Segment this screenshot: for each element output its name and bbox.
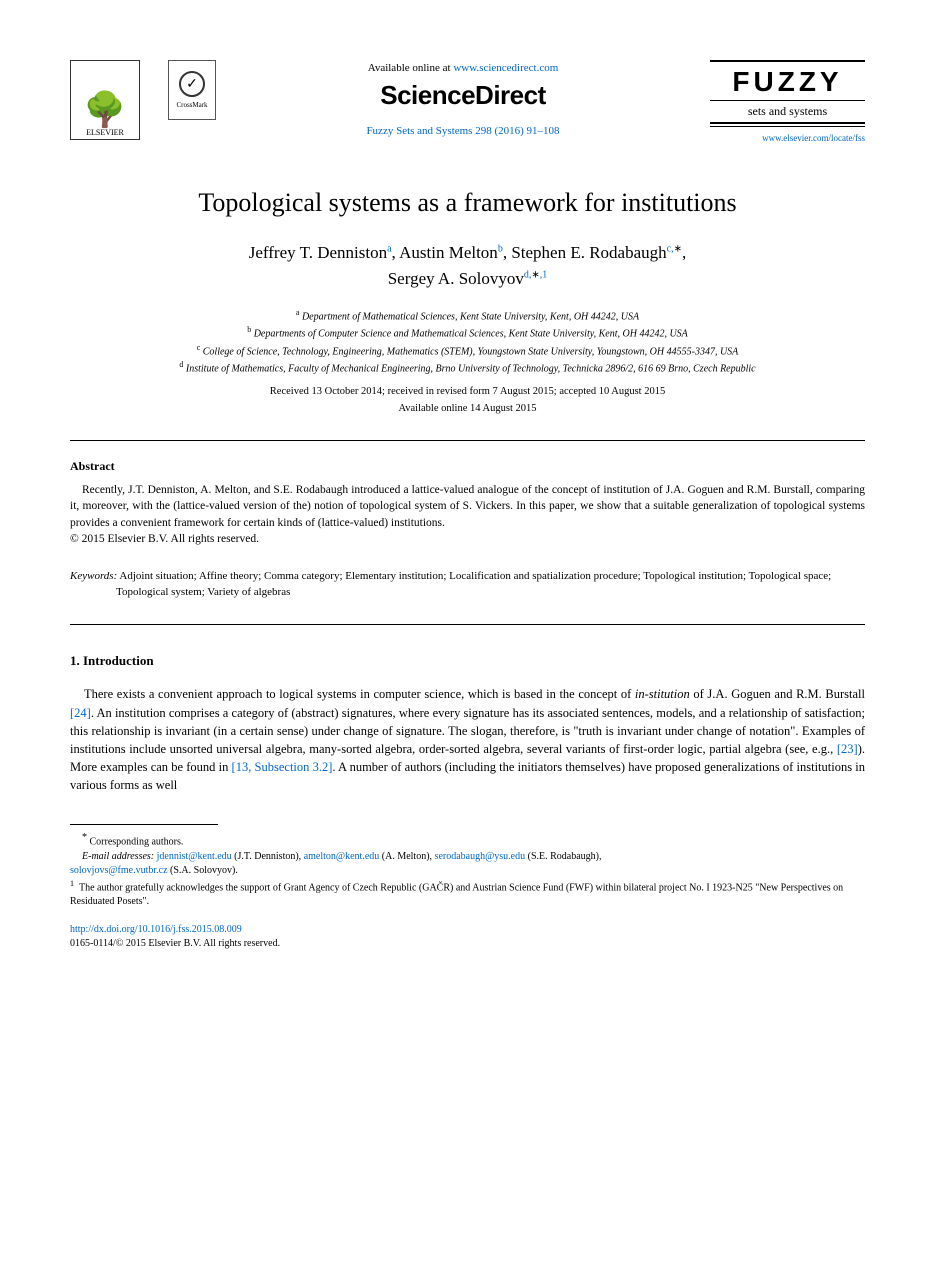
- email-4[interactable]: solovjovs@fme.vutbr.cz: [70, 865, 168, 876]
- header-right: FUZZY sets and systems www.elsevier.com/…: [710, 60, 865, 143]
- header-center: Available online at www.sciencedirect.co…: [216, 60, 710, 137]
- email-1[interactable]: jdennist@kent.edu: [157, 851, 232, 862]
- keywords: Keywords: Adjoint situation; Affine theo…: [70, 569, 865, 601]
- journal-url[interactable]: www.elsevier.com/locate/fss: [710, 133, 865, 143]
- fuzzy-subtitle: sets and systems: [710, 100, 865, 124]
- tree-icon: 🌳: [84, 94, 126, 128]
- citation-24[interactable]: [24]: [70, 706, 91, 720]
- email-2[interactable]: amelton@kent.edu: [304, 851, 380, 862]
- intro-paragraph-1: There exists a convenient approach to lo…: [70, 685, 865, 794]
- issn-copyright: 0165-0114/© 2015 Elsevier B.V. All right…: [70, 937, 865, 951]
- crossmark-logo[interactable]: ✓ CrossMark: [168, 60, 216, 120]
- separator: [70, 624, 865, 625]
- abstract-heading: Abstract: [70, 459, 865, 474]
- section-1-heading: 1. Introduction: [70, 653, 865, 669]
- author-1: Jeffrey T. Denniston: [249, 243, 387, 262]
- available-date: Available online 14 August 2015: [70, 403, 865, 414]
- elsevier-label: ELSEVIER: [86, 128, 124, 137]
- fuzzy-title: FUZZY: [710, 68, 865, 96]
- sciencedirect-url[interactable]: www.sciencedirect.com: [453, 62, 558, 74]
- footnote-1: The author gratefully acknowledges the s…: [70, 882, 843, 907]
- footnote-separator: [70, 824, 218, 825]
- author-3: Stephen E. Rodabaugh: [511, 243, 666, 262]
- page-header: 🌳 ELSEVIER ✓ CrossMark Available online …: [70, 60, 865, 143]
- citation-13[interactable]: [13, Subsection 3.2]: [232, 760, 333, 774]
- doi-block: http://dx.doi.org/10.1016/j.fss.2015.08.…: [70, 923, 865, 951]
- email-3[interactable]: serodabaugh@ysu.edu: [435, 851, 526, 862]
- keywords-text: Adjoint situation; Affine theory; Comma …: [116, 570, 831, 598]
- citation-23[interactable]: [23]: [837, 742, 858, 756]
- article-title: Topological systems as a framework for i…: [70, 188, 865, 218]
- separator: [70, 440, 865, 441]
- doi-link[interactable]: http://dx.doi.org/10.1016/j.fss.2015.08.…: [70, 923, 865, 937]
- article-history: Received 13 October 2014; received in re…: [70, 386, 865, 397]
- crossmark-icon: ✓: [179, 71, 205, 97]
- crossmark-label: CrossMark: [176, 101, 207, 109]
- abstract-copyright: © 2015 Elsevier B.V. All rights reserved…: [70, 533, 865, 545]
- journal-reference[interactable]: Fuzzy Sets and Systems 298 (2016) 91–108: [216, 125, 710, 137]
- elsevier-logo: 🌳 ELSEVIER: [70, 60, 140, 140]
- author-4: Sergey A. Solovyov: [388, 269, 524, 288]
- abstract-text: Recently, J.T. Denniston, A. Melton, and…: [70, 482, 865, 530]
- email-label: E-mail addresses:: [82, 851, 154, 862]
- available-online: Available online at www.sciencedirect.co…: [216, 62, 710, 74]
- keywords-label: Keywords:: [70, 570, 117, 582]
- affiliations: a Department of Mathematical Sciences, K…: [70, 307, 865, 376]
- footnotes: * Corresponding authors. E-mail addresse…: [70, 831, 865, 909]
- header-left: 🌳 ELSEVIER ✓ CrossMark: [70, 60, 216, 140]
- corresponding-label: Corresponding authors.: [90, 837, 184, 848]
- author-2: Austin Melton: [399, 243, 498, 262]
- journal-logo: FUZZY sets and systems: [710, 60, 865, 127]
- authors-line: Jeffrey T. Dennistona, Austin Meltonb, S…: [70, 240, 865, 291]
- sciencedirect-logo: ScienceDirect: [216, 80, 710, 111]
